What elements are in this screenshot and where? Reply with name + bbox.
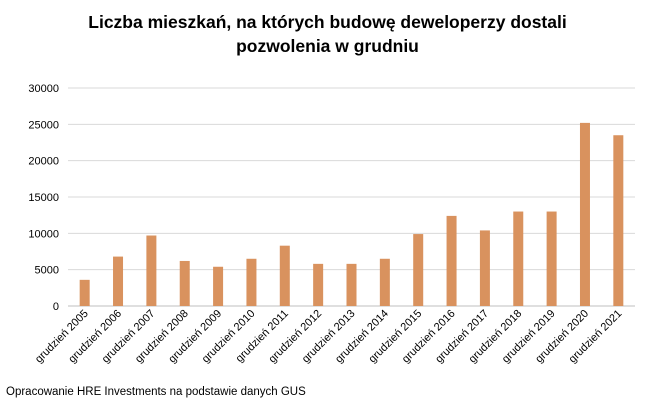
- bar: [579, 122, 590, 306]
- bar: [513, 211, 524, 306]
- bar: [179, 260, 190, 306]
- bar: [446, 215, 457, 306]
- bar: [246, 258, 257, 306]
- bar: [79, 279, 90, 306]
- source-note: Opracowanie HRE Investments na podstawie…: [6, 386, 306, 398]
- y-tick-label: 15000: [28, 192, 59, 204]
- bars: [79, 122, 624, 306]
- y-tick-label: 30000: [28, 83, 59, 95]
- y-axis-ticks: 0 5000 10000 15000 20000 25000 30000: [28, 83, 59, 313]
- y-tick-label: 0: [53, 301, 59, 313]
- gridlines: [68, 87, 635, 307]
- bar: [379, 258, 390, 306]
- bar: [346, 263, 357, 306]
- bar: [546, 211, 557, 306]
- chart-title: Liczba mieszkań, na których budowę dewel…: [0, 10, 655, 58]
- bar: [279, 245, 290, 306]
- bar: [113, 256, 124, 306]
- chart-title-line-2: pozwolenia w grudniu: [236, 36, 419, 56]
- y-tick-label: 5000: [35, 265, 59, 277]
- y-tick-label: 20000: [28, 156, 59, 168]
- bar: [413, 234, 424, 306]
- bar: [146, 235, 157, 306]
- bar: [613, 135, 624, 306]
- chart-title-line-1: Liczba mieszkań, na których budowę dewel…: [88, 12, 567, 32]
- y-tick-label: 10000: [28, 228, 59, 240]
- bar: [213, 266, 224, 306]
- y-tick-label: 25000: [28, 119, 59, 131]
- bar: [479, 230, 490, 306]
- bar: [313, 263, 324, 306]
